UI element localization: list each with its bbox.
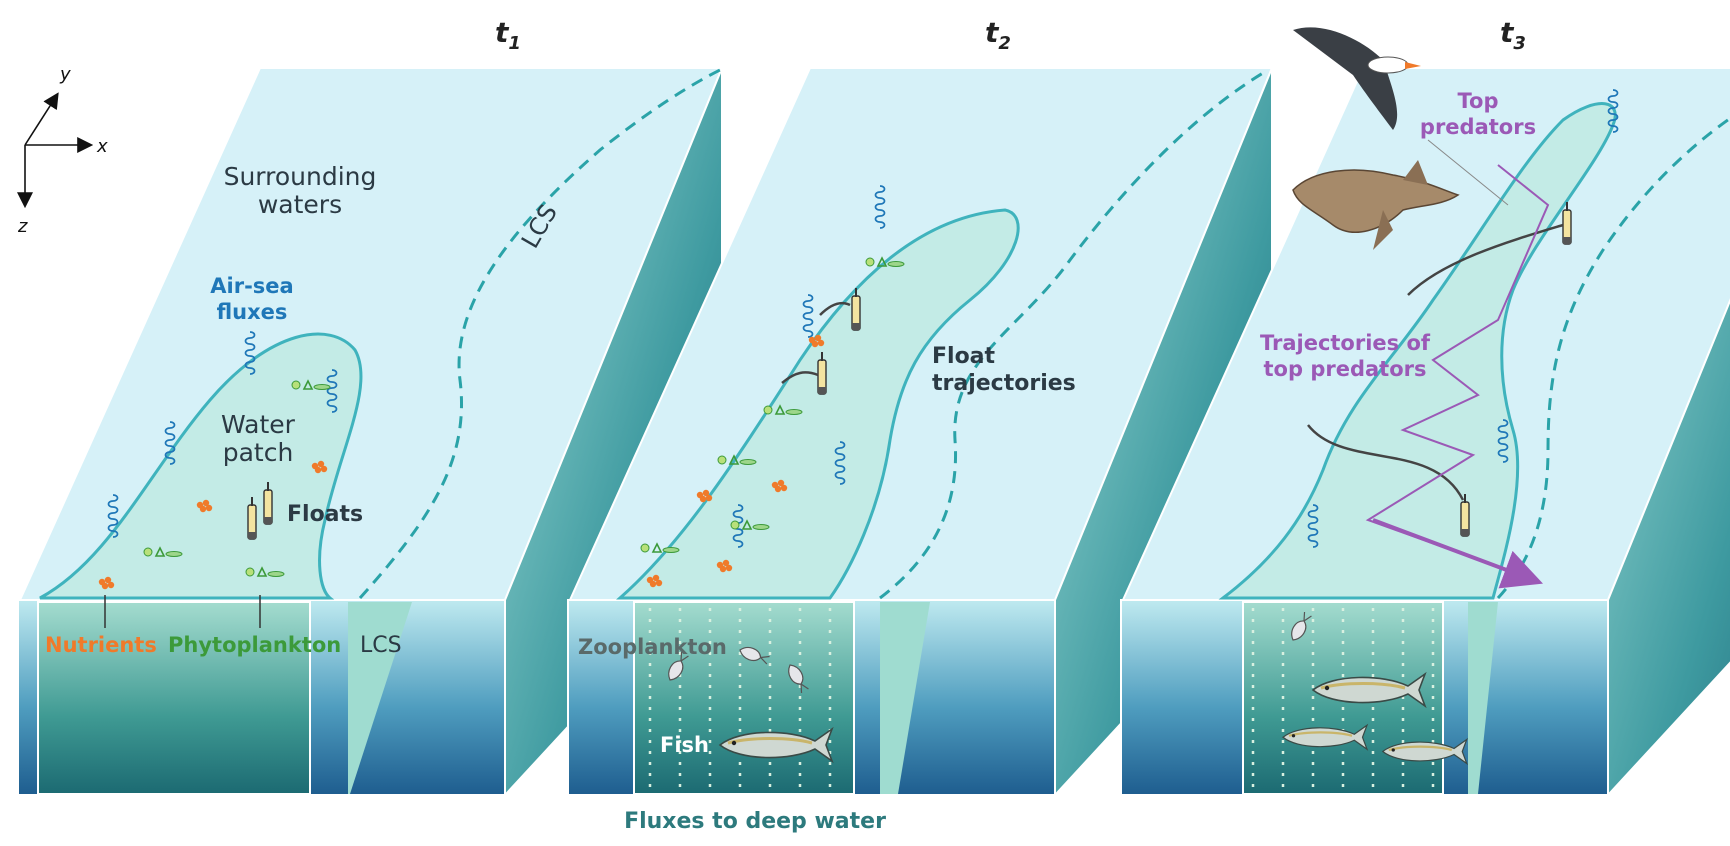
time-label-t2: t2 [985, 16, 1011, 54]
axis-indicator [17, 92, 94, 209]
floats-label: Floats [287, 502, 363, 527]
top-predators-label-line: predators [1420, 115, 1536, 139]
float-trajectory [1407, 223, 1564, 296]
top-predators-label-line: Top [1458, 89, 1499, 113]
lcs-dashed-line [879, 68, 1269, 600]
air-sea-fluxes-label-line: fluxes [217, 300, 288, 324]
sea-lion-icon [1292, 160, 1460, 250]
lcs-cross-section [348, 602, 412, 794]
top-predators-label: Top predators [1420, 89, 1536, 139]
float-trajectory [1307, 424, 1465, 501]
float-trajectory [819, 301, 851, 316]
predator-trajectory [1365, 164, 1550, 581]
time-label-t3: t3 [1500, 16, 1526, 54]
phytoplankton-label: Phytoplankton [168, 633, 341, 657]
water-patch-outline [616, 208, 1020, 600]
lcs-dashed-line [358, 68, 721, 600]
time-label-base: t [985, 16, 1000, 49]
water-patch-outline [1218, 102, 1617, 600]
time-label-subscript: 1 [508, 33, 521, 54]
water-patch-label-line: patch [223, 438, 294, 467]
lcs-side-label: LCS [360, 633, 402, 658]
predator-leader [1427, 139, 1509, 206]
time-label-t1: t1 [495, 16, 521, 54]
air-sea-fluxes-label: Air-sea fluxes [210, 274, 293, 324]
lcs-cross-section [1468, 602, 1498, 794]
time-label-subscript: 2 [998, 33, 1011, 54]
surrounding-waters-label-line: Surrounding [224, 162, 377, 191]
axis-label-x: x [96, 136, 108, 157]
panel-t3 [1120, 27, 1730, 798]
albatross-icon [1293, 27, 1421, 131]
float-trajectories-label: Float trajectories [932, 344, 1076, 396]
axis-label-y: y [59, 64, 71, 85]
float-trajectory [781, 371, 819, 384]
trajectories-top-predators-label-line: top predators [1264, 357, 1427, 381]
time-label-base: t [495, 16, 510, 49]
lcs-dashed-line [1496, 116, 1730, 600]
lcs-cross-section [880, 602, 930, 794]
trajectories-top-predators-label-line: Trajectories of [1260, 331, 1431, 355]
fluxes-deep-water-label: Fluxes to deep water [624, 809, 886, 834]
surrounding-waters-label: Surrounding waters [224, 162, 377, 219]
predator-trajectory-arrow [1372, 518, 1543, 589]
time-label-base: t [1500, 16, 1515, 49]
patch-cross-section [633, 601, 855, 795]
water-patch-outline [39, 332, 363, 600]
water-patch-label-line: Water [221, 410, 296, 439]
axis-label-z: z [17, 216, 28, 237]
water-patch-label: Water patch [221, 410, 296, 467]
time-label-subscript: 3 [1513, 33, 1526, 54]
y-axis-arrow [24, 92, 59, 146]
trajectories-top-predators-label: Trajectories of top predators [1260, 331, 1431, 381]
float-trajectories-label-line: Float [932, 344, 996, 369]
fish-label: Fish [660, 733, 709, 757]
surrounding-waters-label-line: waters [258, 190, 342, 219]
panel-t1 [17, 67, 724, 798]
zooplankton-label: Zooplankton [578, 635, 727, 659]
patch-cross-section [37, 601, 311, 795]
float-trajectories-label-line: trajectories [932, 371, 1076, 396]
air-sea-fluxes-label-line: Air-sea [210, 274, 293, 298]
nutrients-label: Nutrients [45, 633, 157, 657]
